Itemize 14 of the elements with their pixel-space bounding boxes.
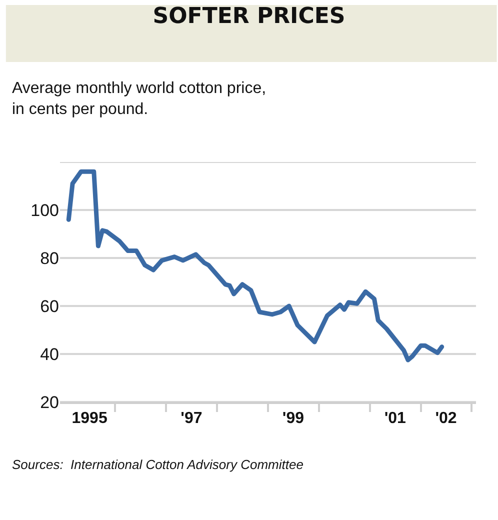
chart-title: SOFTER PRICES [152, 4, 346, 30]
chart-subtitle: Average monthly world cotton price, in cents per pound. [12, 80, 266, 118]
x-tick-label: '02 [435, 410, 457, 428]
source-note: Sources: International Cotton Advisory Committee [12, 457, 304, 472]
line-series [66, 169, 444, 362]
x-tick-label: 1995 [72, 410, 108, 428]
x-tick-label: '01 [384, 410, 406, 428]
y-tick-label: 100 [30, 200, 59, 220]
y-tick-label: 20 [40, 392, 59, 412]
x-tick-label: '97 [180, 410, 202, 428]
x-tick-label: '99 [282, 410, 304, 428]
y-tick-label: 60 [40, 296, 59, 316]
y-tick-label: 40 [40, 344, 59, 364]
y-tick-label: 80 [40, 248, 59, 268]
